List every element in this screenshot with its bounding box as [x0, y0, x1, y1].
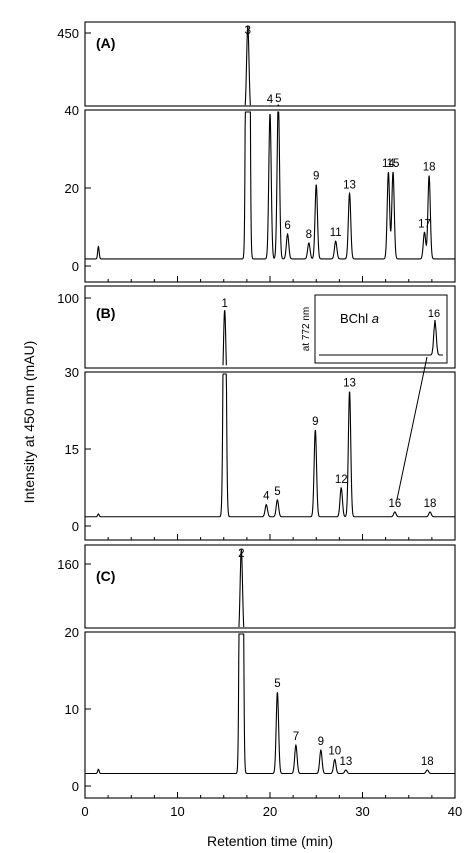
peak-label: 6 — [284, 220, 290, 232]
peak-label: 2 — [238, 548, 244, 560]
trace-lower — [85, 373, 455, 518]
x-axis-label: Retention time (min) — [207, 833, 333, 849]
peak-label: 9 — [318, 736, 324, 748]
y-tick-label: 15 — [65, 442, 79, 457]
inset-connector — [396, 356, 428, 501]
trace-lower — [85, 111, 455, 260]
inset-peak-label: 16 — [428, 308, 440, 320]
peak-label: 5 — [274, 678, 280, 690]
x-tick-label: 0 — [81, 804, 88, 819]
peak-label: 3 — [245, 25, 251, 37]
peak-label: 13 — [343, 377, 356, 389]
panel-lower-frame — [84, 109, 456, 283]
peak-label: 13 — [343, 179, 356, 191]
panel-label: (A) — [96, 35, 115, 51]
peak-label: 17 — [418, 218, 431, 230]
peak-label: 10 — [328, 745, 341, 757]
panel-label: (C) — [96, 568, 115, 584]
y-tick-label: 20 — [65, 625, 79, 640]
inset-annotation: BChl a — [340, 311, 379, 326]
panel-lower-frame — [84, 371, 456, 541]
axis-ticks — [84, 32, 456, 798]
panel-label: (B) — [96, 305, 115, 321]
x-tick-label: 10 — [170, 804, 184, 819]
panel-upper-frame — [84, 544, 456, 629]
peak-label: 13 — [339, 756, 352, 768]
trace-upper-segment — [244, 25, 251, 106]
inset-annotation-italic: a — [372, 311, 379, 326]
peak-label: 4 — [263, 491, 270, 503]
inset-frame — [314, 294, 448, 364]
inset-trace — [319, 319, 443, 356]
inset-ylabel: at 772 nm — [301, 307, 312, 351]
peak-label: 15 — [387, 158, 400, 170]
y-tick-label: 450 — [57, 26, 79, 41]
peak-label: 8 — [306, 229, 312, 241]
y-tick-label: 0 — [72, 519, 79, 534]
x-tick-label: 30 — [355, 804, 369, 819]
x-tick-label: 20 — [263, 804, 277, 819]
peak-label: 11 — [330, 227, 342, 239]
x-tick-label: 40 — [448, 804, 462, 819]
peak-label: 4 — [267, 94, 274, 106]
peak-label: 16 — [388, 498, 401, 510]
y-tick-label: 30 — [65, 365, 79, 380]
peak-label: 12 — [335, 474, 348, 486]
chromatogram-traces — [85, 25, 455, 775]
trace-upper-segment — [277, 104, 280, 107]
y-tick-label: 20 — [65, 181, 79, 196]
peak-label: 1 — [221, 298, 227, 310]
peak-label: 9 — [313, 170, 319, 182]
y-tick-label: 0 — [72, 779, 79, 794]
peak-label: 18 — [421, 756, 434, 768]
y-axis-label: Intensity at 450 nm (mAU) — [21, 341, 37, 504]
peak-label: 5 — [275, 93, 281, 105]
y-tick-label: 100 — [57, 291, 79, 306]
peak-label: 18 — [423, 162, 436, 174]
peak-label: 7 — [293, 731, 299, 743]
panel-frames — [84, 21, 456, 799]
peak-label: 14 — [382, 158, 395, 170]
peak-label: 9 — [312, 416, 318, 428]
trace-lower — [85, 633, 455, 775]
y-tick-label: 0 — [72, 259, 79, 274]
trace-upper-segment — [222, 310, 227, 366]
y-tick-label: 10 — [65, 702, 79, 717]
y-tick-label: 40 — [65, 103, 79, 118]
peak-label: 5 — [274, 486, 280, 498]
trace-upper-segment — [238, 549, 245, 628]
panel-upper-frame — [84, 285, 456, 369]
peak-label: 18 — [424, 498, 437, 510]
y-tick-label: 160 — [57, 557, 79, 572]
